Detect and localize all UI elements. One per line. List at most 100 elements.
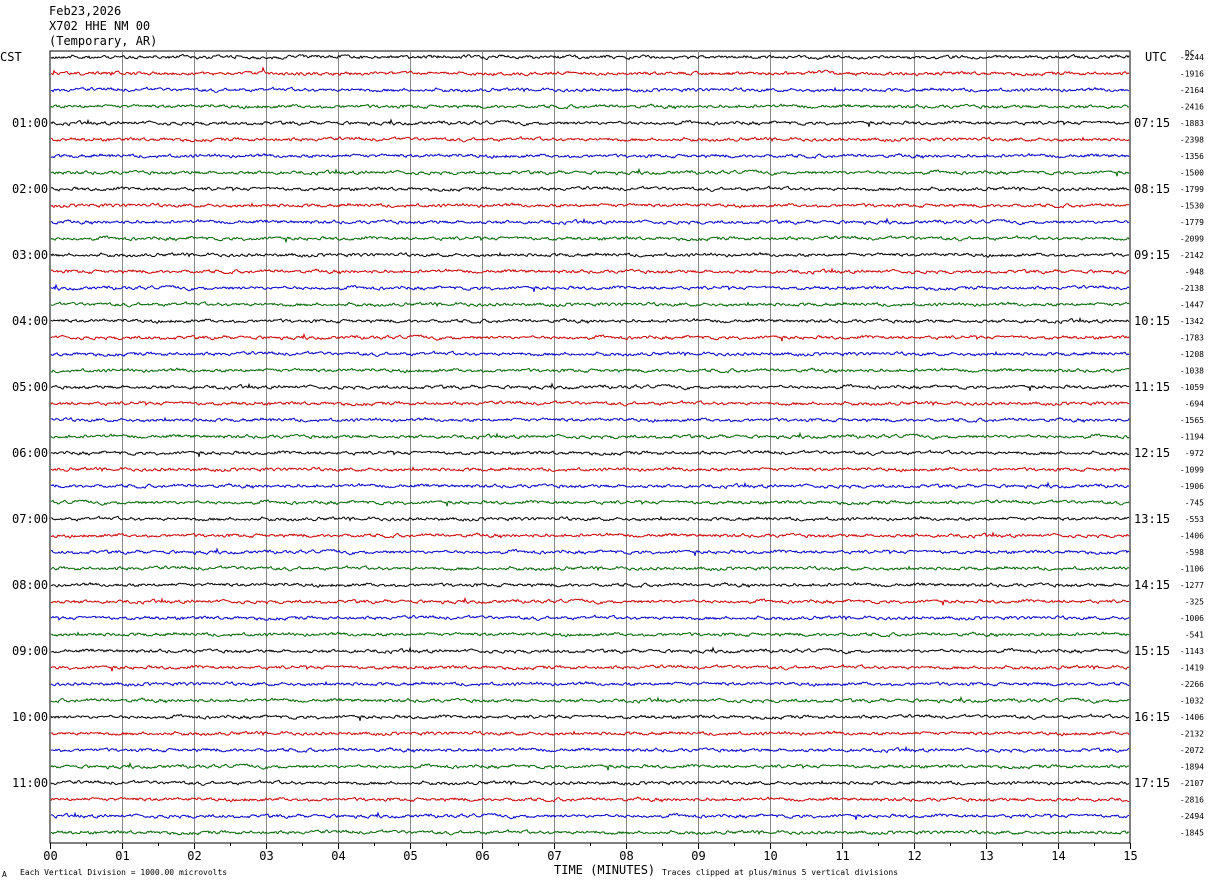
cst-hour-label: 06:00 [12, 446, 48, 460]
dc-offset-label: -2107 [1180, 779, 1204, 788]
cst-hour-label: 03:00 [12, 248, 48, 262]
dc-offset-label: -2244 [1180, 53, 1204, 62]
seismic-trace [50, 350, 1130, 357]
dc-offset-label: -541 [1185, 631, 1204, 640]
seismic-trace [50, 301, 1130, 308]
seismic-trace [50, 761, 1130, 771]
seismic-trace [50, 745, 1130, 754]
dc-offset-label: -948 [1185, 268, 1204, 277]
utc-hour-label: 08:15 [1134, 182, 1170, 196]
x-axis-title: TIME (MINUTES) [554, 863, 656, 877]
seismic-trace [50, 185, 1130, 192]
dc-offset-label: -2132 [1180, 730, 1204, 739]
dc-offset-label: -1006 [1180, 614, 1204, 623]
seismic-trace [50, 531, 1130, 539]
seismic-trace [50, 581, 1130, 588]
seismic-trace [51, 449, 1130, 457]
seismic-trace [50, 431, 1130, 440]
dc-offset-label: -1783 [1180, 334, 1204, 343]
seismic-trace [50, 631, 1130, 638]
dc-offset-label: -2072 [1180, 746, 1204, 755]
utc-hour-label: 16:15 [1134, 710, 1170, 724]
utc-hour-label: 10:15 [1134, 314, 1170, 328]
scale-note: Each Vertical Division = 1000.00 microvo… [20, 868, 228, 877]
dc-offset-label: -1565 [1180, 416, 1204, 425]
cst-hour-label: 02:00 [12, 182, 48, 196]
cst-hour-label: 05:00 [12, 380, 48, 394]
dc-offset-label: -1106 [1180, 565, 1204, 574]
corner-marker: A [2, 870, 7, 879]
utc-hour-label: 09:15 [1134, 248, 1170, 262]
dc-offset-label: -1342 [1180, 317, 1204, 326]
dc-offset-label: -1799 [1180, 185, 1204, 194]
utc-hour-label: 12:15 [1134, 446, 1170, 460]
cst-hour-label: 04:00 [12, 314, 48, 328]
x-tick-label: 02 [187, 849, 201, 863]
dc-offset-label: -325 [1185, 598, 1204, 607]
x-tick-label: 04 [331, 849, 345, 863]
seismic-trace [50, 499, 1130, 507]
dc-offset-label: -1883 [1180, 119, 1204, 128]
x-tick-label: 00 [43, 849, 57, 863]
dc-offset-label: -1419 [1180, 664, 1204, 673]
x-tick-label: 15 [1123, 849, 1137, 863]
dc-offset-label: -1032 [1180, 697, 1204, 706]
dc-offset-label: -1906 [1180, 482, 1204, 491]
cst-hour-label: 10:00 [12, 710, 48, 724]
seismic-trace [50, 235, 1130, 243]
seismic-trace [51, 382, 1130, 391]
seismic-trace [50, 118, 1130, 127]
x-tick-label: 08 [619, 849, 633, 863]
x-tick-label: 01 [115, 849, 129, 863]
dc-offset-label: -1194 [1180, 433, 1204, 442]
dc-offset-label: -2816 [1180, 796, 1204, 805]
utc-hour-label: 14:15 [1134, 578, 1170, 592]
right-timezone-label: UTC [1145, 50, 1167, 64]
cst-hour-label: 09:00 [12, 644, 48, 658]
utc-hour-label: 11:15 [1134, 380, 1170, 394]
dc-offset-label: -1779 [1180, 218, 1204, 227]
dc-offset-label: -1447 [1180, 301, 1204, 310]
x-tick-label: 03 [259, 849, 273, 863]
dc-header-label: DC [1185, 49, 1195, 58]
seismic-trace [50, 695, 1130, 704]
x-tick-label: 12 [907, 849, 921, 863]
seismic-trace [50, 86, 1130, 93]
seismic-trace [50, 316, 1130, 325]
plot-date: Feb23,2026 [49, 4, 122, 18]
seismic-trace [50, 167, 1130, 177]
seismic-trace [50, 217, 1130, 226]
seismic-trace [50, 596, 1130, 606]
dc-offset-label: -2416 [1180, 103, 1204, 112]
seismic-trace [50, 680, 1130, 687]
cst-hour-label: 08:00 [12, 578, 48, 592]
dc-offset-label: -972 [1185, 449, 1204, 458]
seismic-trace [50, 267, 1130, 275]
seismic-trace [50, 466, 1130, 473]
dc-offset-label: -598 [1185, 548, 1204, 557]
seismic-trace [51, 66, 1130, 77]
dc-offset-label: -1059 [1180, 383, 1204, 392]
dc-offset-label: -1038 [1180, 367, 1204, 376]
dc-offset-label: -1500 [1180, 169, 1204, 178]
seismic-trace [50, 332, 1130, 342]
dc-offset-label: -2164 [1180, 86, 1204, 95]
seismic-trace [50, 829, 1130, 836]
seismic-trace [50, 481, 1130, 490]
dc-offset-label: -1845 [1180, 829, 1204, 838]
x-tick-label: 06 [475, 849, 489, 863]
dc-offset-label: -1277 [1180, 581, 1204, 590]
seismic-trace [50, 664, 1130, 672]
seismic-trace [50, 565, 1130, 572]
dc-offset-label: -1916 [1180, 70, 1204, 79]
dc-offset-label: -1356 [1180, 152, 1204, 161]
x-tick-label: 13 [979, 849, 993, 863]
seismic-trace [50, 136, 1130, 143]
dc-offset-label: -1406 [1180, 532, 1204, 541]
seismic-trace [50, 646, 1130, 655]
seismic-trace [50, 779, 1130, 786]
x-tick-label: 11 [835, 849, 849, 863]
seismic-trace [50, 103, 1130, 110]
utc-hour-label: 07:15 [1134, 116, 1170, 130]
seismic-trace [50, 283, 1130, 292]
